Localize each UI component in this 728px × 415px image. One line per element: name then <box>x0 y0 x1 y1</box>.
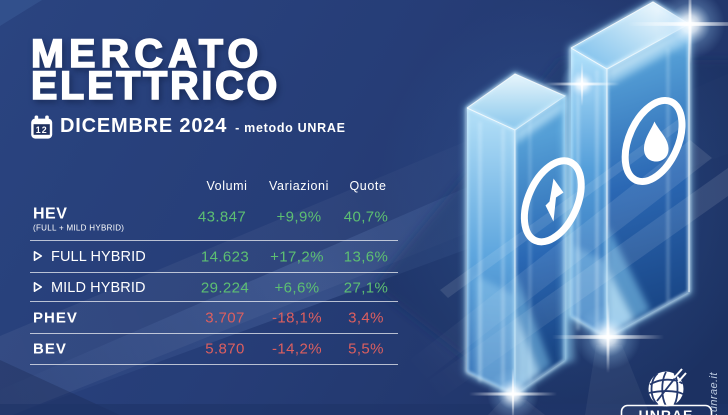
svg-text:12: 12 <box>36 125 48 135</box>
svg-text:UNRAE: UNRAE <box>639 407 694 415</box>
svg-text:www.unrae.it: www.unrae.it <box>708 372 720 415</box>
